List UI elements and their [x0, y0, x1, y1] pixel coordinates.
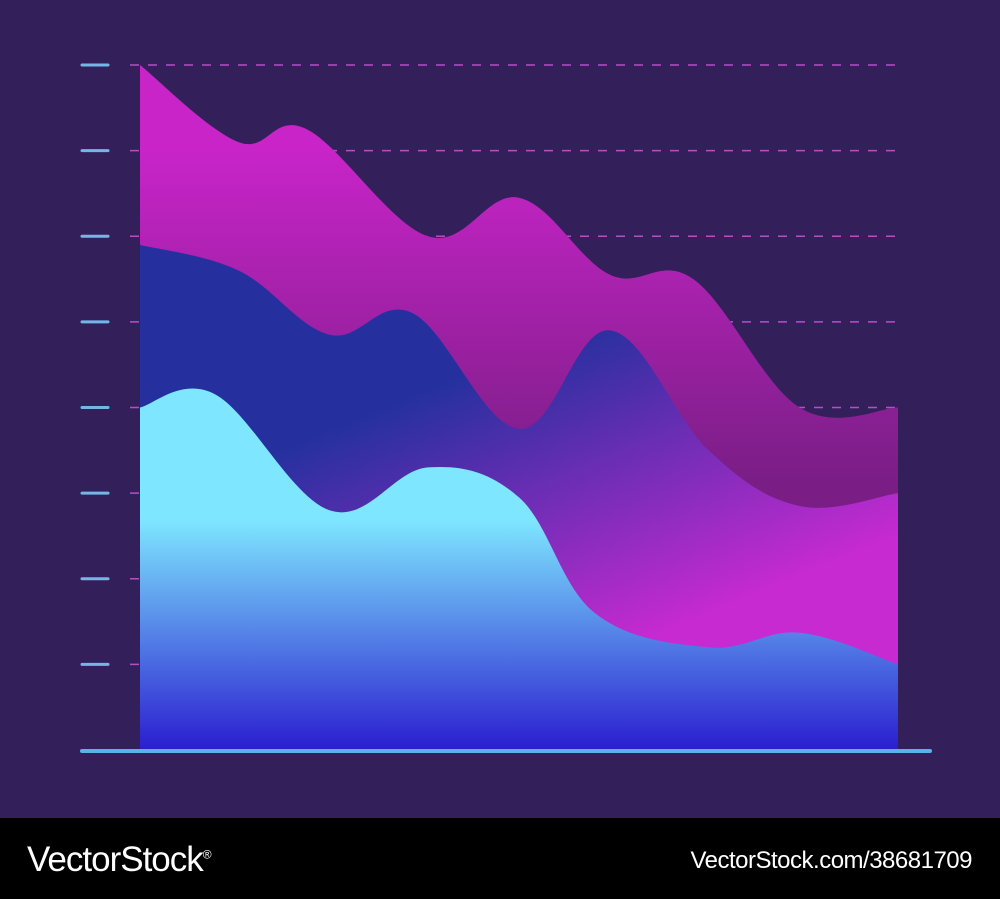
area-series-0 [140, 388, 898, 750]
areas [140, 65, 898, 750]
footer-bar: VectorStock® VectorStock.com/38681709 [0, 818, 1000, 899]
brand-logo[interactable]: VectorStock® [27, 840, 212, 880]
chart-area [80, 63, 932, 753]
stacked-area-chart [80, 63, 932, 753]
y-ticks [80, 63, 110, 666]
brand-registered-mark: ® [202, 847, 212, 862]
brand-name: VectorStock [27, 840, 204, 879]
image-id[interactable]: VectorStock.com/38681709 [690, 847, 972, 874]
